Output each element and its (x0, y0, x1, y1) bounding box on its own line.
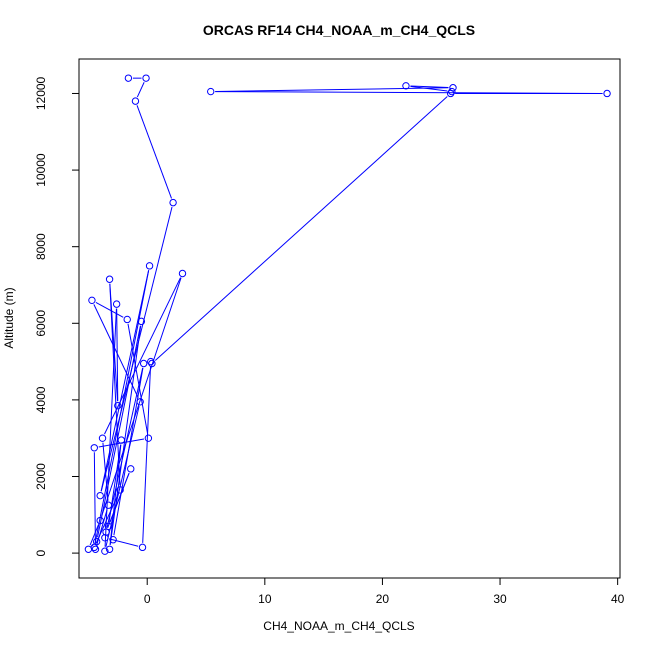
data-point (138, 543, 147, 552)
data-point (101, 547, 109, 555)
y-tick-label: 4000 (34, 386, 48, 413)
data-point (449, 84, 457, 92)
y-tick-label: 2000 (34, 463, 48, 490)
y-tick-label: 12000 (34, 76, 48, 110)
series-segment (91, 544, 94, 547)
x-axis: 0 10 20 30 40 (144, 577, 625, 606)
series-segment (136, 82, 145, 98)
series-segment (215, 87, 449, 92)
data-point (145, 262, 154, 270)
x-tick-label: 40 (611, 592, 625, 606)
data-point (96, 516, 104, 525)
series-segment (116, 308, 119, 402)
series-segment (410, 85, 449, 89)
data-point (91, 545, 100, 553)
data-point (105, 275, 114, 283)
data-point (142, 74, 150, 82)
data-point (448, 87, 456, 96)
data-point (124, 74, 133, 82)
series-segment (136, 105, 172, 199)
series-segment (109, 283, 121, 486)
y-axis-label: Altitude (m) (2, 287, 16, 348)
data-point (96, 491, 104, 500)
series-points (84, 74, 611, 555)
series-segment (94, 270, 150, 544)
series-segment (113, 367, 144, 536)
data-point (112, 300, 121, 308)
series-segment (95, 302, 124, 318)
series-segment (104, 277, 181, 435)
y-tick-label: 10000 (34, 153, 48, 187)
y-axis: 0 2000 4000 6000 8000 10000 12000 (34, 76, 80, 556)
data-point (88, 296, 96, 305)
data-point (92, 537, 101, 546)
data-point (105, 545, 114, 553)
data-point (131, 97, 140, 105)
data-point (101, 534, 109, 542)
series-segment (107, 472, 130, 529)
data-point (402, 82, 410, 90)
x-axis-label: CH4_NOAA_m_CH4_QCLS (263, 619, 414, 633)
series-segment (109, 444, 122, 545)
data-point (178, 269, 187, 278)
data-point (127, 465, 135, 473)
series-segment (97, 325, 141, 538)
series-segment (215, 91, 603, 94)
data-point (98, 434, 107, 442)
x-tick-label: 30 (493, 592, 507, 606)
x-tick-label: 0 (144, 592, 151, 606)
series-lines (89, 77, 603, 547)
series-segment (100, 270, 150, 492)
series-segment (89, 524, 99, 546)
data-point (603, 89, 611, 98)
series-segment (105, 406, 140, 547)
series-segment (109, 283, 119, 402)
data-point (123, 315, 131, 324)
data-point (144, 434, 153, 442)
y-tick-label: 0 (34, 549, 48, 556)
data-point (137, 317, 146, 326)
data-point (117, 436, 126, 444)
series-segment (142, 366, 152, 543)
chart-title: ORCAS RF14 CH4_NOAA_m_CH4_QCLS (203, 22, 475, 38)
data-point (139, 359, 148, 368)
series-segment (109, 538, 139, 547)
data-point (207, 87, 215, 96)
data-point (148, 359, 156, 368)
data-point (109, 535, 117, 544)
data-point (90, 444, 98, 452)
y-tick-label: 8000 (34, 233, 48, 260)
data-point (104, 501, 113, 509)
y-tick-label: 6000 (34, 310, 48, 337)
data-point (84, 545, 93, 553)
series-segment (93, 452, 96, 545)
x-tick-label: 20 (376, 592, 390, 606)
data-point (147, 357, 155, 366)
series-segment (100, 206, 173, 492)
data-point (114, 401, 122, 410)
data-point (116, 486, 124, 494)
data-point (136, 398, 144, 406)
data-point (169, 198, 177, 207)
series-segment (154, 96, 448, 361)
series-segment (101, 277, 182, 517)
series-segment (410, 85, 448, 92)
series-segment (93, 304, 139, 398)
series-segment (127, 323, 149, 434)
x-tick-label: 10 (258, 592, 272, 606)
series-segment (106, 367, 144, 528)
